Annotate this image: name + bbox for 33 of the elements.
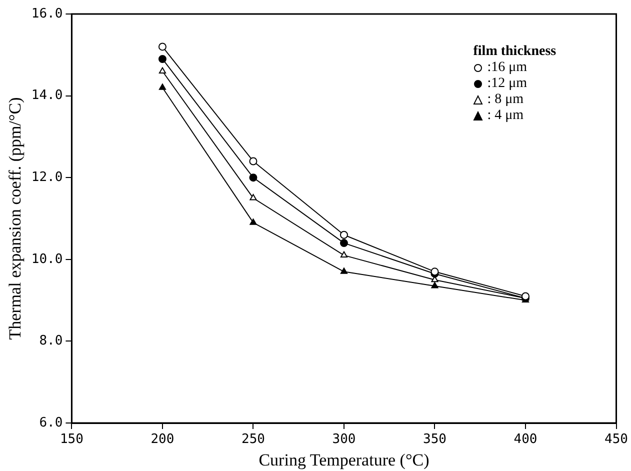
legend-label: : 8 μm	[487, 92, 524, 107]
point	[340, 230, 348, 239]
point	[158, 84, 166, 90]
x-tick-label: 250	[241, 432, 265, 448]
legend-label: : 4 μm	[487, 108, 524, 123]
point	[158, 42, 166, 51]
point	[340, 239, 348, 248]
point	[340, 251, 348, 258]
legend-title: film thickness	[473, 44, 556, 60]
x-tick-label: 350	[423, 432, 446, 448]
y-axis-title: Thermal expansion coeff. (ppm/°C)	[6, 97, 25, 340]
x-tick-label: 400	[514, 432, 538, 448]
x-tick-label: 450	[604, 432, 628, 448]
point	[431, 282, 438, 288]
y-tick-label: 12.0	[31, 170, 63, 185]
y-tick-label: 16.0	[31, 6, 63, 22]
x-axis-title: Curing Temperature (°C)	[258, 450, 430, 470]
legend-label: :12 μm	[487, 76, 528, 91]
point	[340, 268, 348, 274]
y-tick-label: 8.0	[39, 334, 63, 349]
x-tick-label: 300	[332, 432, 356, 448]
y-tick-label: 14.0	[31, 88, 63, 104]
y-tick-label: 6.0	[39, 415, 63, 430]
point	[250, 194, 257, 200]
point	[158, 67, 166, 74]
point	[158, 54, 166, 63]
point	[249, 157, 258, 166]
x-tick-label: 150	[60, 432, 84, 448]
y-tick-label: 10.0	[31, 252, 63, 267]
point	[249, 174, 258, 182]
x-tick-label: 200	[150, 432, 174, 448]
point	[250, 218, 257, 225]
legend-label: :16 μm	[487, 60, 528, 75]
